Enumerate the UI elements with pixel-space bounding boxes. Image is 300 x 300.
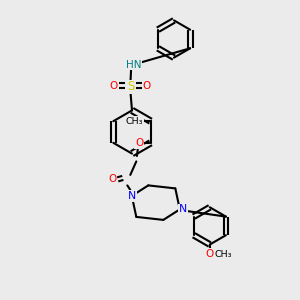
Text: O: O xyxy=(108,174,116,184)
Text: CH₃: CH₃ xyxy=(214,250,232,259)
Text: O: O xyxy=(135,138,143,148)
Text: O: O xyxy=(143,80,151,91)
Text: CH₃: CH₃ xyxy=(125,117,143,126)
Text: N: N xyxy=(128,191,136,201)
Text: N: N xyxy=(179,204,187,214)
Text: S: S xyxy=(127,80,134,94)
Text: O: O xyxy=(206,249,214,259)
Text: HN: HN xyxy=(126,59,141,70)
Text: O: O xyxy=(110,80,118,91)
